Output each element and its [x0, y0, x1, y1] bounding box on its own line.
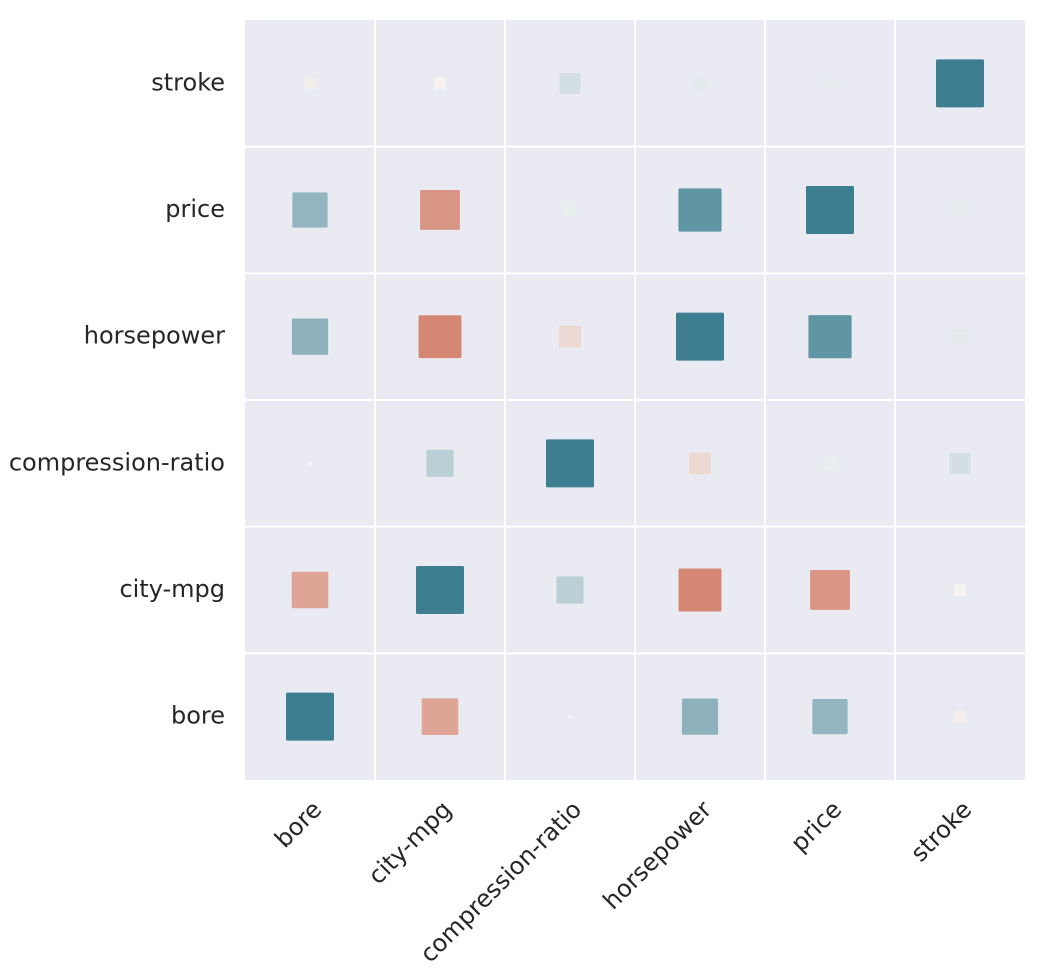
heatmap-cells	[286, 59, 984, 741]
heatmap-cell-city-mpg-price	[810, 570, 850, 610]
heatmap-cell-price-city-mpg	[420, 190, 460, 230]
heatmap-cell-price-compression-ratio	[563, 203, 577, 217]
heatmap-cell-city-mpg-stroke	[954, 584, 966, 596]
heatmap-cell-stroke-price	[823, 76, 837, 91]
heatmap-cell-compression-ratio-stroke	[949, 452, 971, 474]
heatmap-cell-stroke-compression-ratio	[559, 72, 581, 94]
heatmap-cell-city-mpg-bore	[291, 571, 329, 609]
heatmap-cell-compression-ratio-city-mpg	[426, 449, 454, 477]
heatmap-cell-city-mpg-city-mpg	[416, 566, 464, 614]
y-tick-label: horsepower	[84, 322, 225, 350]
x-tick-label: bore	[269, 795, 327, 853]
heatmap-cell-horsepower-stroke	[952, 329, 968, 345]
heatmap-cell-bore-bore	[286, 692, 334, 741]
heatmap-cell-bore-city-mpg	[421, 698, 459, 735]
heatmap-cell-price-stroke	[953, 203, 967, 217]
heatmap-cell-stroke-city-mpg	[434, 77, 446, 90]
x-tick-label: stroke	[905, 795, 977, 867]
x-tick-label: price	[785, 795, 847, 857]
heatmap-cell-city-mpg-horsepower	[678, 568, 722, 612]
heatmap-cell-bore-price	[812, 699, 848, 735]
y-tick-label: city-mpg	[119, 575, 225, 603]
heatmap-cell-compression-ratio-compression-ratio	[546, 439, 594, 488]
heatmap-cell-stroke-bore	[304, 77, 316, 90]
y-tick-label: bore	[171, 702, 225, 730]
grid-lines	[245, 20, 1025, 780]
heatmap-cell-bore-stroke	[954, 710, 966, 723]
heatmap-cell-stroke-horsepower	[692, 75, 708, 91]
heatmap-cell-compression-ratio-bore	[308, 461, 312, 466]
heatmap-cell-compression-ratio-price	[823, 456, 837, 470]
heatmap-cell-price-bore	[292, 192, 328, 228]
heatmap-cell-bore-compression-ratio	[568, 714, 572, 719]
y-tick-label: stroke	[151, 68, 225, 96]
heatmap-cell-bore-horsepower	[681, 698, 719, 735]
y-tick-label: price	[165, 195, 225, 223]
x-tick-label: horsepower	[598, 795, 718, 915]
heatmap-cell-horsepower-bore	[291, 318, 329, 355]
x-tick-label: city-mpg	[363, 795, 457, 889]
heatmap-cell-price-horsepower	[678, 188, 722, 232]
heatmap-cell-horsepower-compression-ratio	[559, 325, 581, 348]
heatmap-cell-horsepower-horsepower	[676, 312, 724, 361]
heatmap-cell-stroke-stroke	[936, 59, 984, 108]
heatmap-cell-city-mpg-compression-ratio	[556, 576, 584, 604]
heatmap-cell-horsepower-price	[808, 315, 852, 359]
heatmap-cell-horsepower-city-mpg	[418, 315, 462, 359]
y-tick-label: compression-ratio	[9, 448, 225, 476]
y-tick-labels: stroke price horsepower compression-ratio ci…	[9, 68, 225, 729]
heatmap-cell-price-price	[806, 186, 854, 234]
heatmap-cell-compression-ratio-horsepower	[689, 452, 711, 475]
